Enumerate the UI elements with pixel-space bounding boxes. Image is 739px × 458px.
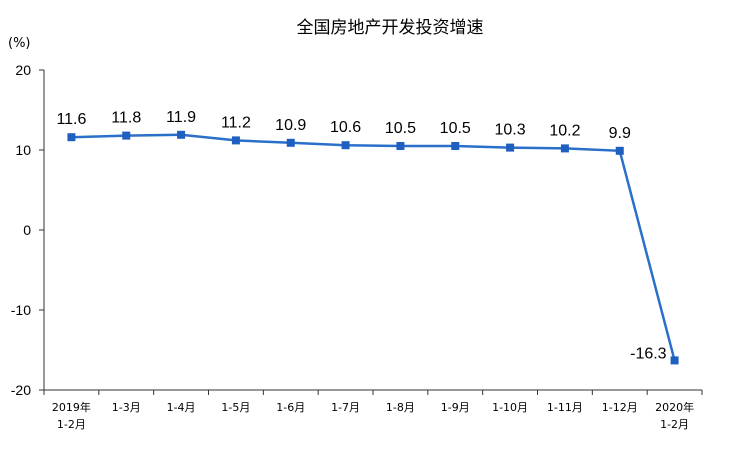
chart-title: 全国房地产开发投资增速 — [297, 18, 484, 38]
x-tick-label: 2020年 1-2月 — [655, 400, 694, 431]
data-point — [560, 144, 569, 153]
data-point — [67, 133, 76, 142]
x-tick-label: 1-8月 — [386, 401, 415, 414]
data-point — [506, 143, 515, 152]
data-label: 9.9 — [609, 125, 631, 142]
data-label: -16.3 — [630, 345, 667, 362]
data-label: 11.8 — [111, 110, 141, 127]
data-label: 11.6 — [56, 111, 86, 128]
data-label: 10.5 — [440, 120, 471, 137]
y-axis-ticks: 20 10 0 -10 -20 — [11, 62, 44, 398]
x-tick-label: 1-6月 — [276, 401, 305, 414]
y-tick-label: 20 — [15, 62, 31, 78]
data-point — [286, 138, 295, 147]
y-tick-label: -20 — [11, 382, 31, 398]
data-label: 10.2 — [549, 122, 580, 139]
data-point — [231, 136, 240, 145]
data-point — [670, 356, 679, 365]
data-point — [341, 141, 350, 150]
data-label: 10.6 — [330, 119, 361, 136]
y-tick-label: 10 — [15, 142, 31, 158]
data-point — [177, 130, 186, 139]
x-tick-label: 1-10月 — [492, 401, 528, 414]
x-tick-label: 1-11月 — [547, 401, 583, 414]
y-tick-label: -10 — [11, 302, 31, 318]
data-label: 11.9 — [166, 109, 196, 126]
series-line — [71, 133, 676, 361]
x-tick-label: 1-9月 — [441, 401, 470, 414]
x-tick-label: 1-7月 — [331, 401, 360, 414]
data-labels-group: 11.6 11.8 11.9 11.2 10.9 10.6 10.5 10.5 10.3 10.2… — [56, 109, 666, 363]
data-point — [122, 131, 131, 140]
x-tick-label: 1-3月 — [112, 401, 141, 414]
data-label: 10.5 — [385, 120, 416, 137]
y-axis-unit-label: (%) — [8, 36, 31, 51]
x-axis-ticks: 2019年 1-2月 1-3月 1-4月 1-5月 1-6月 1-7月 1-8月 1-9月 1-1… — [43, 390, 703, 431]
x-tick-label: 1-4月 — [167, 401, 196, 414]
data-point — [615, 146, 624, 155]
data-label: 10.3 — [495, 122, 526, 139]
x-tick-label: 1-12月 — [602, 401, 638, 414]
x-tick-label: 1-5月 — [221, 401, 250, 414]
axes — [43, 70, 702, 391]
data-label: 11.2 — [221, 114, 251, 131]
data-label: 10.9 — [275, 117, 306, 134]
series-group — [67, 130, 679, 365]
y-tick-label: 0 — [23, 222, 31, 238]
data-point — [451, 142, 460, 150]
x-tick-label: 2019年 1-2月 — [52, 400, 91, 431]
data-point — [396, 142, 405, 150]
